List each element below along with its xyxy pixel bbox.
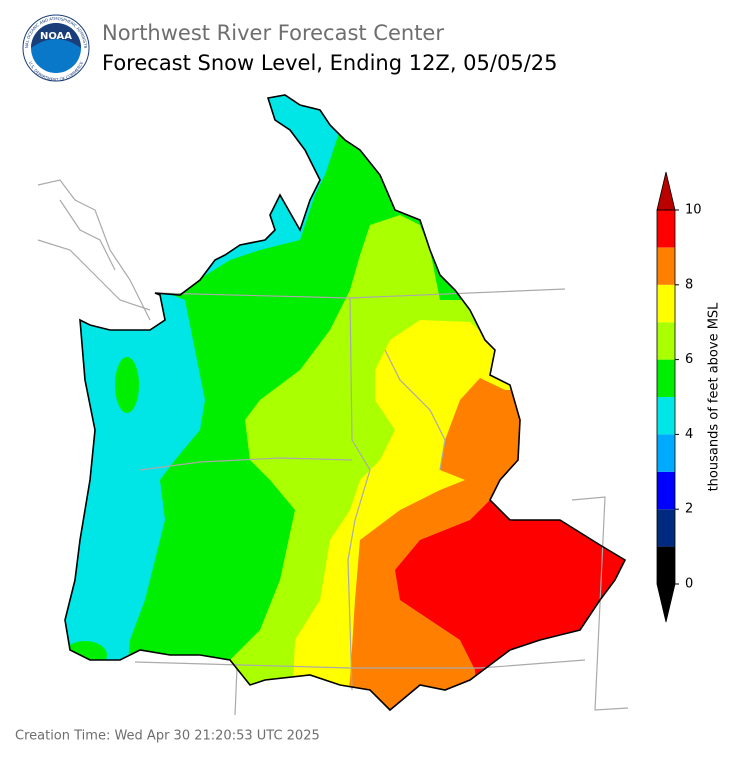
colorbar-label: thousands of feet above MSL: [707, 302, 722, 492]
colorbar-segment: [657, 546, 675, 584]
logo-text: NOAA: [40, 31, 72, 42]
colorbar-segment: [657, 322, 675, 360]
colorbar-tick-label: 0: [685, 577, 693, 592]
colorbar-segment: [657, 210, 675, 248]
colorbar-tick-label: 6: [685, 352, 693, 367]
creation-time: Creation Time: Wed Apr 30 21:20:53 UTC 2…: [15, 729, 320, 744]
colorbar-segment: [657, 284, 675, 323]
colorbar-frame: [656, 209, 676, 585]
colorbar-tick-label: 2: [685, 502, 693, 517]
title: Forecast Snow Level, Ending 12Z, 05/05/2…: [102, 51, 558, 75]
agency: Northwest River Forecast Center: [102, 21, 444, 45]
colorbar-under: [656, 583, 676, 623]
colorbar-tick-label: 4: [685, 427, 693, 442]
colorbar-tick-label: 8: [685, 277, 693, 292]
colorbar-segment: [657, 434, 675, 472]
colorbar: 0 2 4 6 8 10: [656, 171, 702, 623]
colorbar-segment: [657, 471, 675, 510]
colorbar-segment: [657, 397, 675, 435]
colorbar-segment: [657, 247, 675, 285]
colorbar-tick-label: 10: [685, 203, 702, 218]
colorbar-over: [656, 171, 676, 211]
colorbar-segment: [657, 509, 675, 547]
map: [37, 94, 629, 716]
logo: NATIONAL OCEANIC AND ATMOSPHERIC ADMINIS…: [0, 0, 90, 82]
colorbar-segment: [657, 359, 675, 397]
